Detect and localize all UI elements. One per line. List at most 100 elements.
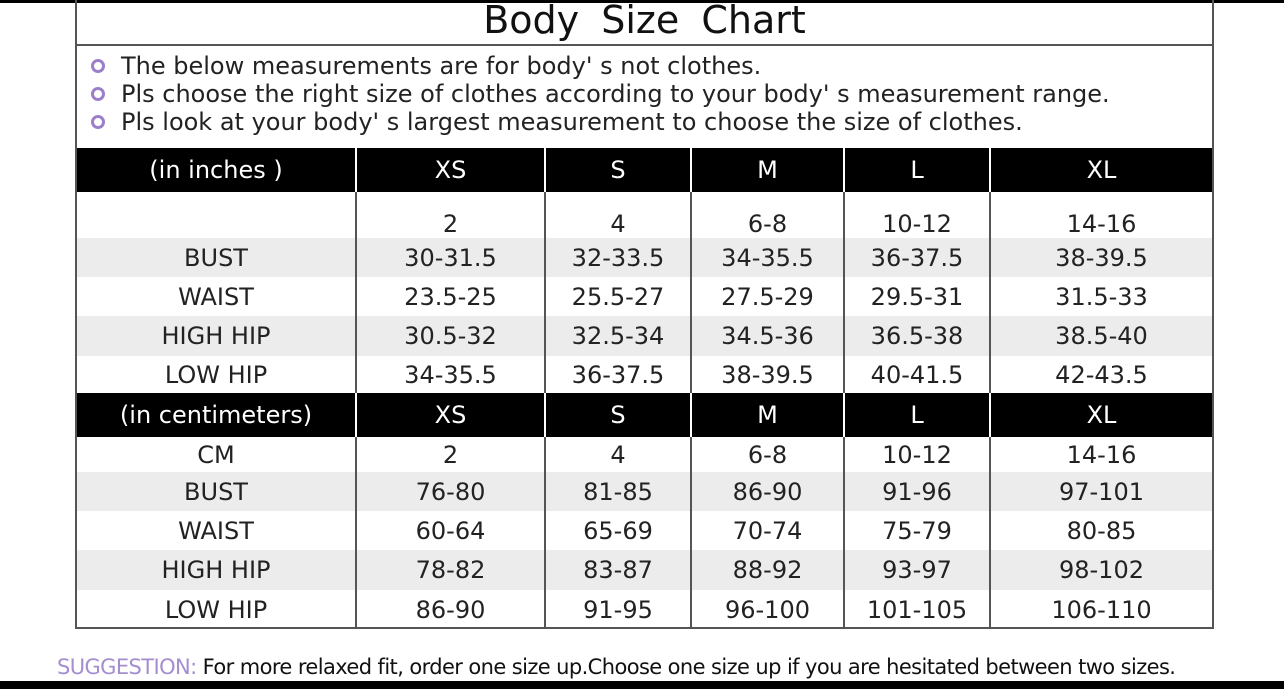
centimeters-header-row: (in centimeters) XS S M L XL: [77, 393, 1212, 437]
header-cell: XS: [355, 393, 545, 437]
table-cell: 36.5-38: [843, 316, 990, 356]
table-cell: 14-16: [989, 192, 1212, 238]
header-cell: M: [690, 148, 844, 192]
table-cell: 2: [355, 437, 545, 472]
table-cell: 65-69: [544, 511, 691, 550]
row-label: HIGH HIP: [77, 316, 356, 356]
table-cell: 34-35.5: [355, 356, 545, 393]
table-cell: 23.5-25: [355, 277, 545, 316]
row-label: BUST: [77, 472, 356, 511]
header-cell: S: [544, 393, 691, 437]
table-cell: 25.5-27: [544, 277, 691, 316]
table-cell: 86-90: [355, 590, 545, 629]
table-cell: 30-31.5: [355, 238, 545, 277]
chart-title: Body Size Chart: [77, 0, 1212, 46]
table-cell: 6-8: [690, 437, 844, 472]
table-cell: 40-41.5: [843, 356, 990, 393]
suggestion: SUGGESTION: For more relaxed fit, order …: [57, 655, 1176, 679]
table-cell: 27.5-29: [690, 277, 844, 316]
row-label: HIGH HIP: [77, 550, 356, 590]
table-row: BUST 76-80 81-85 86-90 91-96 97-101: [77, 472, 1212, 511]
table-cell: 30.5-32: [355, 316, 545, 356]
table-cell: 96-100: [690, 590, 844, 629]
circle-bullet-icon: [91, 87, 105, 101]
header-cell: XL: [989, 393, 1212, 437]
row-label: BUST: [77, 238, 356, 277]
row-label: CM: [197, 440, 235, 469]
note-text: Pls look at your body' s largest measure…: [121, 108, 1023, 136]
header-cell: (in centimeters): [77, 393, 356, 437]
header-cell: S: [544, 148, 691, 192]
table-row: WAIST 60-64 65-69 70-74 75-79 80-85: [77, 511, 1212, 550]
table-cell: 4: [544, 437, 691, 472]
table-cell: 106-110: [989, 590, 1212, 629]
table-cell: 38-39.5: [690, 356, 844, 393]
table-row: HIGH HIP 30.5-32 32.5-34 34.5-36 36.5-38 38.5…: [77, 316, 1212, 356]
note-item: The below measurements are for body' s n…: [91, 52, 1212, 80]
table-cell: 4: [544, 192, 691, 238]
table-cell: 75-79: [843, 511, 990, 550]
table-cell: 78-82: [355, 550, 545, 590]
table-cell: 29.5-31: [843, 277, 990, 316]
table-cell: 101-105: [843, 590, 990, 629]
note-text: Pls choose the right size of clothes acc…: [121, 80, 1110, 108]
table-cell: 14-16: [989, 437, 1212, 472]
header-cell: XL: [989, 148, 1212, 192]
table-cell: 93-97: [843, 550, 990, 590]
table-cell: 38-39.5: [989, 238, 1212, 277]
table-row: LOW HIP 34-35.5 36-37.5 38-39.5 40-41.5 42-43…: [77, 356, 1212, 393]
inches-header-row: (in inches ) XS S M L XL: [77, 148, 1212, 192]
table-cell: 76-80: [355, 472, 545, 511]
table-cell: 6-8: [690, 192, 844, 238]
table-cell: 86-90: [690, 472, 844, 511]
table-cell: 2: [355, 192, 545, 238]
table-cell: 97-101: [989, 472, 1212, 511]
table-cell: 60-64: [355, 511, 545, 550]
table-cell: 32.5-34: [544, 316, 691, 356]
table-cell: 36-37.5: [843, 238, 990, 277]
table-cell: 81-85: [544, 472, 691, 511]
header-cell: L: [843, 148, 990, 192]
table-cell: 91-95: [544, 590, 691, 629]
circle-bullet-icon: [91, 59, 105, 73]
note-item: Pls look at your body' s largest measure…: [91, 108, 1212, 136]
row-label: WAIST: [178, 282, 254, 311]
table-row: 2 4 6-8 10-12 14-16: [77, 192, 1212, 238]
table-cell: 32-33.5: [544, 238, 691, 277]
header-cell: L: [843, 393, 990, 437]
table-cell: 70-74: [690, 511, 844, 550]
table-cell: 36-37.5: [544, 356, 691, 393]
table-cell: 91-96: [843, 472, 990, 511]
suggestion-text: For more relaxed fit, order one size up.…: [196, 655, 1176, 679]
row-label: WAIST: [178, 516, 254, 545]
header-cell: XS: [355, 148, 545, 192]
table-cell: 83-87: [544, 550, 691, 590]
table-cell: 80-85: [989, 511, 1212, 550]
row-label: LOW HIP: [164, 595, 268, 624]
note-item: Pls choose the right size of clothes acc…: [91, 80, 1212, 108]
table-cell: 34-35.5: [690, 238, 844, 277]
row-label: [77, 192, 356, 238]
table-row: LOW HIP 86-90 91-95 96-100 101-105 106-110: [77, 590, 1212, 629]
suggestion-label: SUGGESTION:: [57, 655, 197, 679]
table-cell: 88-92: [690, 550, 844, 590]
header-cell: (in inches ): [77, 148, 356, 192]
circle-bullet-icon: [91, 115, 105, 129]
note-text: The below measurements are for body' s n…: [121, 52, 762, 80]
row-label: LOW HIP: [164, 360, 268, 389]
table-row: HIGH HIP 78-82 83-87 88-92 93-97 98-102: [77, 550, 1212, 590]
table-cell: 10-12: [843, 437, 990, 472]
table-row: WAIST 23.5-25 25.5-27 27.5-29 29.5-31 31.5-33: [77, 277, 1212, 316]
notes-list: The below measurements are for body' s n…: [77, 46, 1212, 148]
bottom-bar: [0, 681, 1284, 689]
size-table: (in inches ) XS S M L XL 2 4 6-8 10-12 14-16 BUST 30…: [77, 148, 1212, 629]
table-row: CM 2 4 6-8 10-12 14-16: [77, 437, 1212, 472]
table-cell: 31.5-33: [989, 277, 1212, 316]
table-cell: 38.5-40: [989, 316, 1212, 356]
top-bar: [0, 0, 1284, 3]
table-cell: 10-12: [843, 192, 990, 238]
header-cell: M: [690, 393, 844, 437]
size-chart: Body Size Chart The below measurements a…: [75, 0, 1214, 629]
table-cell: 34.5-36: [690, 316, 844, 356]
table-cell: 98-102: [989, 550, 1212, 590]
